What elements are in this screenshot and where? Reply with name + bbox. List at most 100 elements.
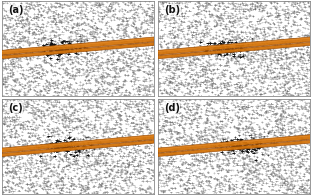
Point: [30, 181, 35, 184]
Point: [288, 164, 293, 167]
Point: [183, 56, 188, 59]
Point: [289, 184, 294, 187]
Point: [32, 139, 37, 142]
Point: [258, 187, 263, 190]
Point: [56, 149, 61, 152]
Point: [219, 12, 224, 15]
Point: [266, 102, 271, 105]
Point: [163, 71, 168, 74]
Point: [275, 128, 280, 131]
Point: [301, 113, 306, 116]
Point: [295, 28, 300, 31]
Point: [304, 191, 309, 195]
Point: [137, 153, 142, 156]
Point: [144, 145, 149, 148]
Point: [137, 27, 142, 30]
Point: [90, 94, 95, 97]
Point: [34, 17, 39, 20]
Point: [260, 7, 265, 10]
Point: [193, 47, 198, 50]
Point: [107, 9, 112, 12]
Point: [285, 182, 290, 185]
Point: [100, 39, 105, 42]
Point: [62, 27, 67, 30]
Point: [238, 68, 243, 71]
Point: [282, 168, 287, 171]
Point: [187, 9, 192, 12]
Point: [240, 99, 245, 102]
Point: [24, 68, 29, 71]
Point: [21, 162, 26, 165]
Point: [217, 190, 222, 193]
Point: [50, 29, 55, 32]
Point: [298, 191, 303, 194]
Point: [122, 172, 127, 175]
Point: [253, 149, 258, 152]
Point: [173, 151, 178, 154]
Point: [273, 105, 278, 108]
Point: [36, 50, 41, 53]
Point: [7, 0, 12, 3]
Point: [172, 42, 177, 45]
Point: [9, 36, 14, 39]
Point: [280, 110, 285, 113]
Point: [63, 105, 68, 108]
Point: [224, 157, 229, 160]
Point: [297, 166, 302, 169]
Point: [294, 49, 299, 52]
Point: [109, 116, 114, 119]
Point: [274, 36, 279, 39]
Point: [261, 107, 266, 110]
Point: [232, 93, 237, 96]
Point: [167, 19, 172, 22]
Point: [174, 173, 179, 176]
Point: [271, 188, 276, 191]
Point: [156, 88, 161, 91]
Point: [182, 106, 187, 109]
Point: [90, 37, 95, 40]
Point: [60, 47, 65, 50]
Point: [127, 132, 132, 135]
Point: [277, 35, 282, 38]
Point: [33, 95, 38, 98]
Point: [51, 100, 56, 103]
Point: [296, 108, 301, 111]
Point: [254, 116, 259, 119]
Point: [298, 9, 303, 12]
Point: [262, 65, 267, 68]
Point: [299, 43, 304, 46]
Point: [26, 103, 31, 106]
Point: [178, 179, 183, 182]
Point: [18, 20, 23, 23]
Point: [129, 155, 134, 158]
Point: [267, 109, 272, 112]
Point: [4, 48, 9, 51]
Point: [146, 43, 151, 46]
Point: [115, 116, 120, 119]
Point: [52, 147, 57, 150]
Point: [253, 31, 258, 34]
Point: [269, 172, 274, 175]
Point: [134, 49, 139, 52]
Point: [275, 119, 280, 122]
Point: [129, 156, 134, 159]
Point: [118, 169, 123, 173]
Point: [62, 148, 67, 152]
Point: [190, 24, 195, 27]
Point: [224, 17, 229, 20]
Point: [107, 31, 112, 34]
Point: [172, 152, 177, 155]
Point: [137, 93, 142, 96]
Point: [22, 90, 27, 94]
Point: [30, 67, 35, 70]
Point: [269, 106, 274, 110]
Point: [97, 3, 102, 6]
Point: [183, 160, 188, 163]
Point: [71, 38, 76, 41]
Point: [115, 16, 120, 19]
Point: [239, 190, 244, 193]
Point: [303, 83, 308, 86]
Point: [115, 88, 120, 91]
Point: [187, 55, 192, 58]
Point: [137, 59, 142, 63]
